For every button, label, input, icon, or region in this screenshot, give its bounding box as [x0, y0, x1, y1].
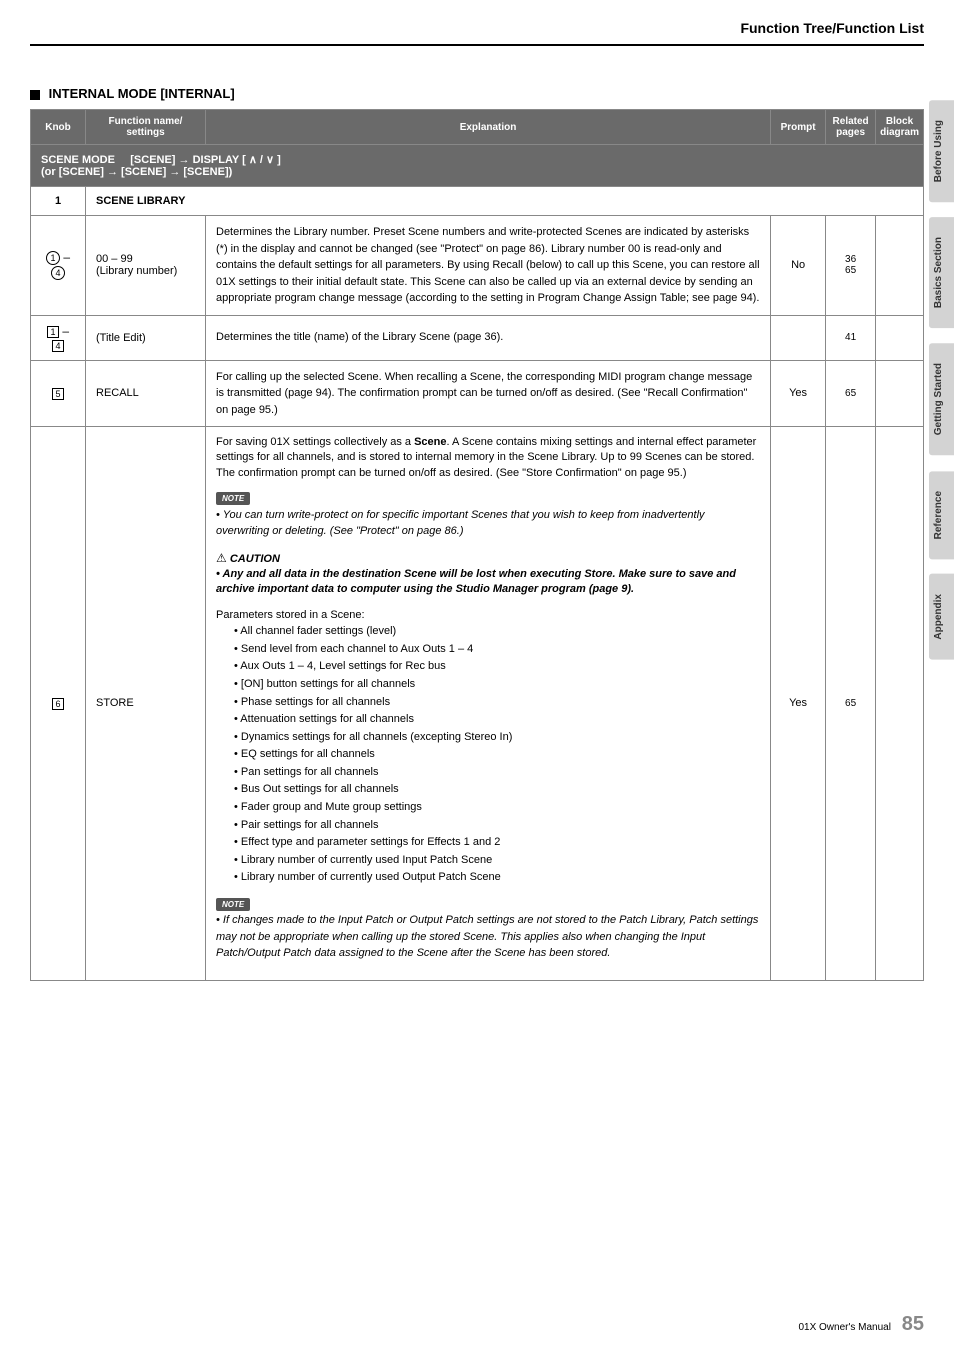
- row1-knob: 1 – 4: [31, 216, 86, 316]
- scene-library-label: SCENE LIBRARY: [86, 187, 924, 216]
- footer: 01X Owner's Manual 85: [798, 1313, 924, 1336]
- row2-func: (Title Edit): [86, 315, 206, 360]
- param-item: • Effect type and parameter settings for…: [234, 834, 760, 852]
- side-tab: Reference: [929, 471, 954, 559]
- side-tab: Before Using: [929, 100, 954, 202]
- row4-pages: 65: [826, 427, 876, 981]
- row2-diagram: [876, 315, 924, 360]
- param-item: • Library number of currently used Input…: [234, 852, 760, 870]
- row1-diagram: [876, 216, 924, 316]
- th-prompt: Prompt: [771, 110, 826, 145]
- row1-prompt: No: [771, 216, 826, 316]
- param-item: • Phase settings for all channels: [234, 694, 760, 712]
- function-table: Knob Function name/ settings Explanation…: [30, 109, 924, 981]
- side-tab: Basics Section: [929, 217, 954, 328]
- row3-knob: 5: [31, 360, 86, 427]
- side-tab: Getting Started: [929, 343, 954, 455]
- row1-pages: 36 65: [826, 216, 876, 316]
- th-pages: Related pages: [826, 110, 876, 145]
- row3-expl: For calling up the selected Scene. When …: [206, 360, 771, 427]
- param-item: • All channel fader settings (level): [234, 623, 760, 641]
- row4-expl: For saving 01X settings collectively as …: [206, 427, 771, 981]
- note-badge1: NOTE: [216, 492, 250, 505]
- param-item: • Bus Out settings for all channels: [234, 781, 760, 799]
- param-item: • Attenuation settings for all channels: [234, 711, 760, 729]
- th-func: Function name/ settings: [86, 110, 206, 145]
- section-heading: INTERNAL MODE [INTERNAL]: [30, 86, 924, 101]
- row1-func: 00 – 99 (Library number): [86, 216, 206, 316]
- param-item: • Library number of currently used Outpu…: [234, 869, 760, 887]
- param-item: • Fader group and Mute group settings: [234, 799, 760, 817]
- param-item: • Pair settings for all channels: [234, 817, 760, 835]
- row4-func: STORE: [86, 427, 206, 981]
- row1-expl: Determines the Library number. Preset Sc…: [206, 216, 771, 316]
- row3-diagram: [876, 360, 924, 427]
- scene-mode-alt: (or [SCENE] → [SCENE] → [SCENE]): [41, 166, 232, 178]
- th-expl: Explanation: [206, 110, 771, 145]
- row4-diagram: [876, 427, 924, 981]
- footer-text: 01X Owner's Manual: [798, 1322, 891, 1333]
- param-item: • EQ settings for all channels: [234, 746, 760, 764]
- param-item: • Send level from each channel to Aux Ou…: [234, 641, 760, 659]
- scene-mode-path: [SCENE] → DISPLAY [ ∧ / ∨ ]: [130, 154, 281, 166]
- row4-note2: • If changes made to the Input Patch or …: [216, 914, 758, 959]
- side-tabs: Before Using Basics Section Getting Starte…: [929, 100, 954, 660]
- row2-pages: 41: [826, 315, 876, 360]
- row2-expl: Determines the title (name) of the Libra…: [206, 315, 771, 360]
- row4-note1: • You can turn write-protect on for spec…: [216, 509, 705, 538]
- row4-knob: 6: [31, 427, 86, 981]
- square-bullet-icon: [30, 90, 40, 100]
- params-list: • All channel fader settings (level)• Se…: [234, 623, 760, 887]
- scene-mode-label: SCENE MODE: [41, 154, 115, 166]
- caution-label: CAUTION: [230, 553, 280, 565]
- row4-para1: For saving 01X settings collectively as …: [216, 435, 760, 481]
- row2-knob: 1 – 4: [31, 315, 86, 360]
- param-item: • Dynamics settings for all channels (ex…: [234, 729, 760, 747]
- caution-triangle-icon: ⚠: [216, 550, 227, 567]
- param-item: • Pan settings for all channels: [234, 764, 760, 782]
- params-intro: Parameters stored in a Scene:: [216, 608, 760, 623]
- scene-mode-row: SCENE MODE [SCENE] → DISPLAY [ ∧ / ∨ ] (…: [31, 145, 924, 187]
- row4-caution: • Any and all data in the destination Sc…: [216, 568, 736, 595]
- page-number: 85: [902, 1313, 924, 1335]
- row3-func: RECALL: [86, 360, 206, 427]
- row4-prompt: Yes: [771, 427, 826, 981]
- row3-pages: 65: [826, 360, 876, 427]
- row3-prompt: Yes: [771, 360, 826, 427]
- param-item: • [ON] button settings for all channels: [234, 676, 760, 694]
- side-tab: Appendix: [929, 574, 954, 660]
- page-header: Function Tree/Function List: [30, 20, 924, 46]
- scene-library-num: 1: [31, 187, 86, 216]
- param-item: • Aux Outs 1 – 4, Level settings for Rec…: [234, 658, 760, 676]
- th-diagram: Block diagram: [876, 110, 924, 145]
- note-badge2: NOTE: [216, 898, 250, 911]
- th-knob: Knob: [31, 110, 86, 145]
- row2-prompt: [771, 315, 826, 360]
- section-heading-text: INTERNAL MODE [INTERNAL]: [49, 86, 235, 101]
